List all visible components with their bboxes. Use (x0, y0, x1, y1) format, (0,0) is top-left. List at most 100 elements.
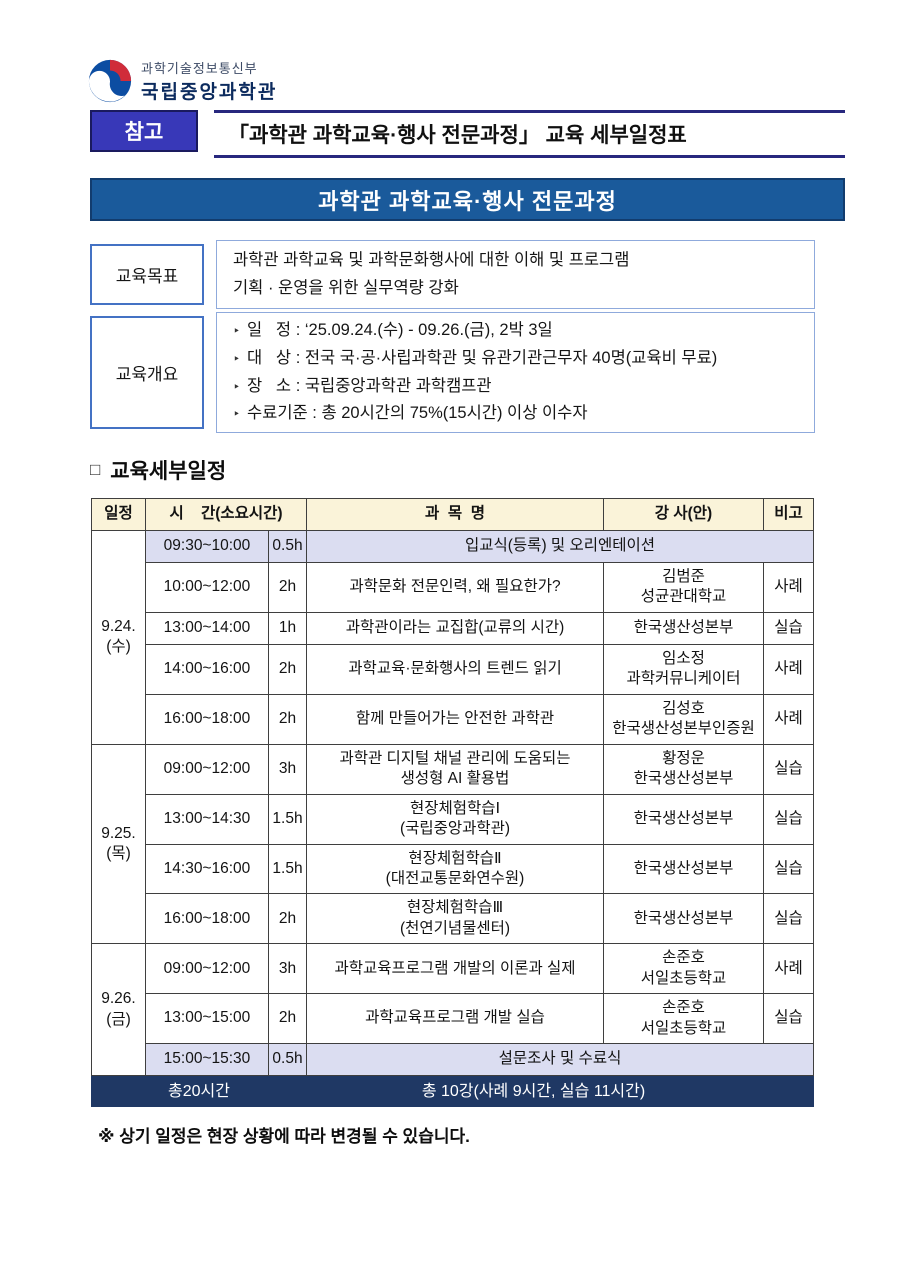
ministry-name: 과학기술정보통신부 (141, 61, 258, 76)
cell-note: 실습 (763, 993, 815, 1045)
reference-badge: 참고 (90, 110, 198, 152)
org-logo: 과학기술정보통신부 국립중앙과학관 (88, 58, 277, 104)
cell-subject: 현장체험학습Ⅱ (대전교통문화연수원) (306, 843, 605, 895)
cell-time: 16:00~18:00 (145, 893, 269, 945)
cell-subject: 과학교육·문화행사의 트렌드 읽기 (306, 643, 605, 695)
section-title-text: 교육세부일정 (110, 460, 227, 483)
cell-subject: 현장체험학습Ⅰ (국립중앙과학관) (306, 793, 605, 845)
outline-content: ‣ 일 정 : ‘25.09.24.(수) - 09.26.(금), 2박 3일… (216, 312, 815, 433)
schedule-row: 10:00~12:00 2h 과학문화 전문인력, 왜 필요한가? 김범준 성균관대학교… (92, 562, 815, 613)
schedule-row: 16:00~18:00 2h 함께 만들어가는 안전한 과학관 김성호 한국생산성본부인… (92, 693, 815, 745)
cell-time: 15:00~15:30 (145, 1043, 269, 1077)
triangle-bullet-icon: ‣ (233, 324, 241, 339)
triangle-bullet-icon: ‣ (233, 407, 241, 422)
cell-duration: 3h (267, 943, 308, 995)
cell-lecturer: 한국생산성본부 (603, 611, 765, 645)
cell-lecturer: 황정운 한국생산성본부 (603, 743, 765, 795)
cell-merged-activity: 입교식(등록) 및 오리엔테이션 (306, 530, 815, 563)
cell-day: 9.25. (목) (91, 743, 146, 945)
goal-line: 과학관 과학교육 및 과학문화행사에 대한 이해 및 프로그램 (233, 251, 630, 270)
cell-time: 13:00~14:00 (145, 611, 269, 645)
outline-item: ‣ 일 정 : ‘25.09.24.(수) - 09.26.(금), 2박 3일 (233, 317, 798, 345)
outline-item: ‣ 장 소 : 국립중앙과학관 과학캠프관 (233, 373, 798, 401)
cell-time: 10:00~12:00 (145, 562, 269, 613)
cell-lecturer: 한국생산성본부 (603, 793, 765, 845)
cell-note: 실습 (763, 611, 815, 645)
cell-subject: 과학교육프로그램 개발의 이론과 실제 (306, 943, 605, 995)
cell-day: 9.24. (수) (91, 530, 146, 745)
education-outline-block: 교육개요 ‣ 일 정 : ‘25.09.24.(수) - 09.26.(금), … (90, 312, 815, 433)
cell-duration: 3h (267, 743, 308, 795)
cell-lecturer: 손준호 서일초등학교 (603, 943, 765, 995)
schedule-row: 13:00~14:30 1.5h 현장체험학습Ⅰ (국립중앙과학관) 한국생산성본부 실습 (92, 793, 815, 845)
schedule-row: 15:00~15:30 0.5h 설문조사 및 수료식 (92, 1043, 815, 1077)
cell-subject: 과학관이라는 교집합(교류의 시간) (306, 611, 605, 645)
section-title: □ 교육세부일정 (90, 455, 226, 485)
cell-merged-activity: 설문조사 및 수료식 (306, 1043, 815, 1077)
cell-duration: 2h (267, 562, 308, 613)
cell-time: 13:00~15:00 (145, 993, 269, 1045)
cell-time: 16:00~18:00 (145, 693, 269, 745)
cell-lecturer: 한국생산성본부 (603, 843, 765, 895)
cell-duration: 2h (267, 993, 308, 1045)
triangle-bullet-icon: ‣ (233, 351, 241, 366)
cell-duration: 2h (267, 893, 308, 945)
course-banner: 과학관 과학교육·행사 전문과정 (90, 178, 845, 221)
header-row: 참고 「과학관 과학교육·행사 전문과정」 교육 세부일정표 (90, 110, 845, 158)
column-header: 일정 (91, 498, 146, 531)
cell-lecturer: 김범준 성균관대학교 (603, 562, 765, 613)
column-header: 비고 (763, 498, 815, 531)
cell-lecturer: 한국생산성본부 (603, 893, 765, 945)
outline-item: ‣ 대 상 : 전국 국·공·사립과학관 및 유관기관근무자 40명(교육비 무… (233, 345, 798, 373)
cell-time: 14:00~16:00 (145, 643, 269, 695)
total-left-cell: 총20시간 (90, 1075, 308, 1108)
cell-duration: 0.5h (267, 1043, 308, 1077)
title-box: 「과학관 과학교육·행사 전문과정」 교육 세부일정표 (214, 110, 845, 158)
schedule-row: 16:00~18:00 2h 현장체험학습Ⅲ (천연기념물센터) 한국생산성본부 실습 (92, 893, 815, 945)
education-goal-block: 교육목표 과학관 과학교육 및 과학문화행사에 대한 이해 및 프로그램 기획 … (90, 240, 815, 309)
cell-subject: 과학문화 전문인력, 왜 필요한가? (306, 562, 605, 613)
cell-subject: 과학교육프로그램 개발 실습 (306, 993, 605, 1045)
schedule-row: 14:00~16:00 2h 과학교육·문화행사의 트렌드 읽기 임소정 과학커뮤니케이… (92, 643, 815, 695)
outline-item: ‣ 수료기준 : 총 20시간의 75%(15시간) 이상 이수자 (233, 400, 798, 428)
schedule-row: 13:00~15:00 2h 과학교육프로그램 개발 실습 손준호 서일초등학교 실습 (92, 993, 815, 1045)
outline-label: 교육개요 (90, 316, 204, 429)
schedule-row: 9.26. (금) 09:00~12:00 3h 과학교육프로그램 개발의 이론과 실제… (91, 943, 815, 1077)
footnote: ※ 상기 일정은 현장 상황에 따라 변경될 수 있습니다. (98, 1127, 470, 1146)
cell-lecturer: 임소정 과학커뮤니케이터 (603, 643, 765, 695)
cell-duration: 2h (267, 693, 308, 745)
cell-note: 실습 (763, 743, 815, 795)
cell-subject: 과학관 디지털 채널 관리에 도움되는 생성형 AI 활용법 (306, 743, 605, 795)
document-title: 「과학관 과학교육·행사 전문과정」 교육 세부일정표 (228, 124, 687, 147)
column-header: 강 사(안) (603, 498, 765, 531)
cell-note: 실습 (763, 793, 815, 845)
cell-time: 09:00~12:00 (145, 743, 269, 795)
cell-subject: 현장체험학습Ⅲ (천연기념물센터) (306, 893, 605, 945)
cell-lecturer: 손준호 서일초등학교 (603, 993, 765, 1045)
government-emblem-icon (88, 59, 132, 103)
cell-time: 14:30~16:00 (145, 843, 269, 895)
schedule-row: 9.25. (목) 09:00~12:00 3h 과학관 디지털 채널 관리에 도움되는… (91, 743, 815, 945)
column-header: 과 목 명 (306, 498, 605, 531)
schedule-row: 14:30~16:00 1.5h 현장체험학습Ⅱ (대전교통문화연수원) 한국생산성본부… (92, 843, 815, 895)
org-name: 국립중앙과학관 (141, 82, 278, 103)
cell-note: 사례 (763, 943, 815, 995)
cell-duration: 1.5h (267, 843, 308, 895)
square-checkbox-icon: □ (90, 460, 101, 479)
schedule-table-body: 9.24. (수) 09:30~10:00 0.5h 입교식(등록) 및 오리엔테이션 1… (90, 530, 815, 1108)
cell-day: 9.26. (금) (91, 943, 146, 1077)
cell-note: 실습 (763, 893, 815, 945)
cell-note: 사례 (763, 643, 815, 695)
total-right-cell: 총 10강(사례 9시간, 실습 11시간) (306, 1075, 815, 1108)
cell-note: 사례 (763, 562, 815, 613)
schedule-row: 13:00~14:00 1h 과학관이라는 교집합(교류의 시간) 한국생산성본부 실습 (92, 611, 815, 645)
cell-time: 09:30~10:00 (145, 530, 269, 563)
cell-lecturer: 김성호 한국생산성본부인증원 (603, 693, 765, 745)
cell-duration: 0.5h (267, 530, 308, 563)
schedule-row: 9.24. (수) 09:30~10:00 0.5h 입교식(등록) 및 오리엔테이션 (91, 530, 815, 745)
total-row: 총20시간 총 10강(사례 9시간, 실습 11시간) (90, 1075, 815, 1108)
